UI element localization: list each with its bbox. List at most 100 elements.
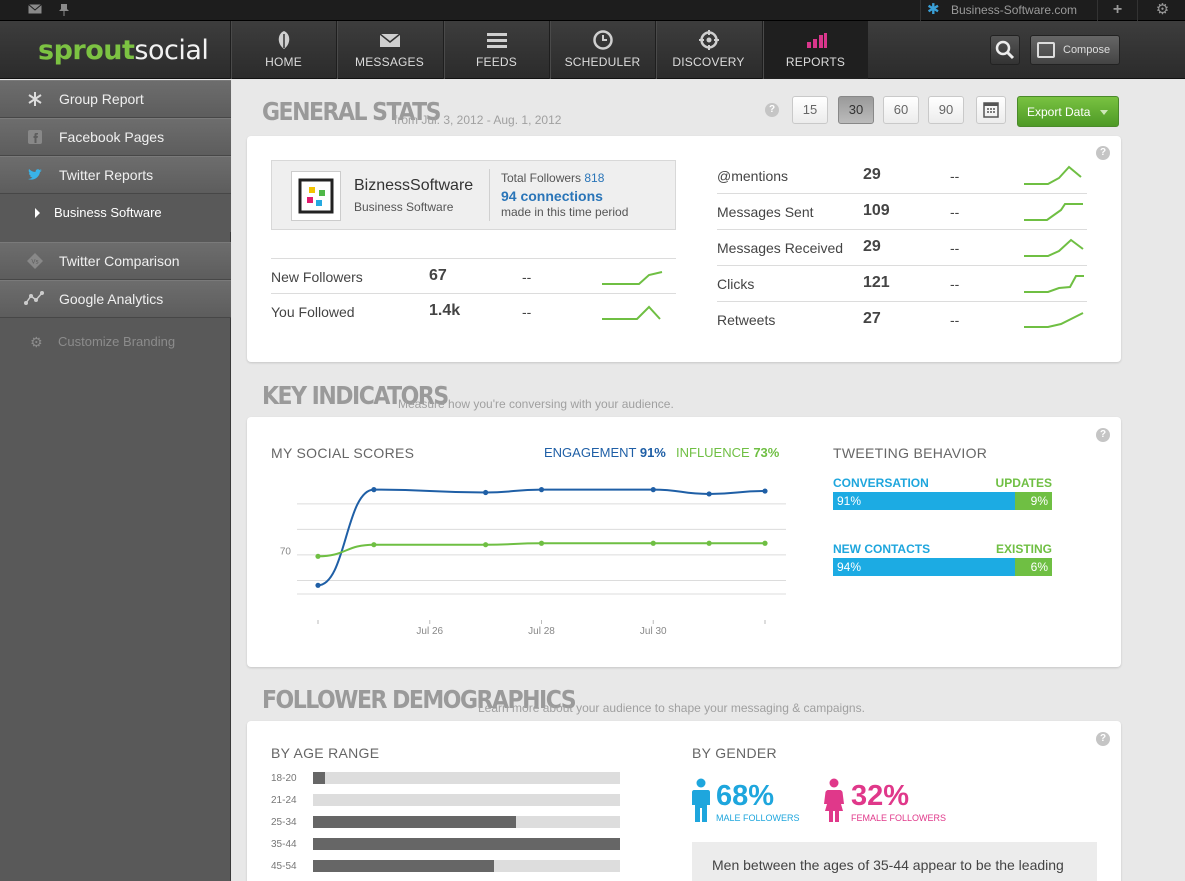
stat-row-messages-sent: Messages Sent 109 -- (717, 194, 1087, 230)
nav-reports[interactable]: REPORTS (762, 21, 868, 79)
profile-handle: Business Software (354, 200, 454, 214)
existing-fill (1015, 558, 1052, 576)
age-label: 21-24 (271, 795, 297, 806)
compose-button[interactable]: Compose (1030, 35, 1120, 65)
legend-influence: INFLUENCE 73% (676, 445, 780, 460)
sidebar-customize-branding[interactable]: ⚙ Customize Branding (30, 334, 176, 350)
range-90-button[interactable]: 90 (928, 96, 964, 124)
sidebar: Group Report Facebook Pages Twitter Repo… (0, 80, 231, 881)
nav-feeds[interactable]: FEEDS (443, 21, 549, 79)
sidebar-item-group-report[interactable]: Group Report (0, 80, 231, 118)
profile-summary: BiznessSoftware Business Software Total … (271, 160, 676, 230)
sidebar-item-google-analytics[interactable]: Google Analytics (0, 280, 231, 318)
male-icon (692, 778, 710, 822)
key-indicators-subtitle: Measure how you're conversing with your … (398, 397, 674, 411)
sparkline (1024, 165, 1082, 185)
sidebar-item-business-software[interactable]: Business Software (0, 194, 231, 232)
age-bar (313, 772, 620, 784)
analytics-icon (24, 291, 44, 305)
avatar[interactable] (291, 171, 341, 221)
new-contacts-label: NEW CONTACTS (833, 542, 931, 556)
add-icon[interactable]: + (1098, 0, 1138, 21)
export-data-button[interactable]: Export Data (1017, 96, 1119, 127)
sparkline (602, 271, 663, 285)
sparkline (1024, 203, 1083, 221)
stat-row-messages-received: Messages Received 29 -- (717, 230, 1087, 266)
age-bar (313, 794, 620, 806)
asterisk-icon: ✱ (927, 1, 940, 18)
crosshair-icon (698, 30, 719, 50)
data-point-influence (371, 542, 377, 548)
x-tick-label: Jul 28 (528, 626, 555, 637)
nav-home[interactable]: HOME (230, 21, 336, 79)
age-bar (313, 816, 620, 828)
sidebar-item-twitter-reports[interactable]: Twitter Reports (0, 156, 231, 194)
range-15-button[interactable]: 15 (792, 96, 828, 124)
top-system-bar: ✱ Business-Software.com + ⚙ (0, 0, 1185, 21)
key-indicators-card: ? MY SOCIAL SCORES ENGAGEMENT 91% INFLUE… (247, 417, 1121, 667)
gear-icon[interactable]: ⚙ (1155, 1, 1170, 18)
stat-row-clicks: Clicks 121 -- (717, 266, 1087, 302)
chevron-down-icon (1100, 110, 1108, 115)
data-point-influence (315, 553, 321, 559)
female-percent: 32% (851, 780, 910, 812)
male-percent: 68% (716, 780, 775, 812)
help-icon[interactable]: ? (1096, 732, 1110, 746)
gender-title: BY GENDER (692, 745, 777, 761)
social-scores-title: MY SOCIAL SCORES (271, 445, 415, 461)
demographics-insight: Men between the ages of 35-44 appear to … (692, 842, 1097, 881)
help-icon[interactable]: ? (1096, 146, 1110, 160)
twitter-bird-icon (28, 169, 42, 180)
age-fill (313, 860, 495, 872)
caret-right-icon (35, 208, 40, 218)
site-selector[interactable]: ✱ Business-Software.com (920, 0, 1098, 21)
age-bar (313, 838, 620, 850)
age-label: 25-34 (271, 817, 297, 828)
sparkline (1024, 312, 1084, 328)
updates-fill (1015, 492, 1052, 510)
data-point-engagement (762, 488, 768, 494)
sidebar-item-facebook-pages[interactable]: Facebook Pages (0, 118, 231, 156)
series-line-engagement (317, 488, 766, 587)
range-60-button[interactable]: 60 (883, 96, 919, 124)
sparkline (1024, 275, 1084, 293)
help-icon[interactable]: ? (1096, 428, 1110, 442)
general-stats-title: GENERAL STATS (262, 98, 441, 127)
svg-text:Vs: Vs (31, 259, 38, 266)
age-label: 45-54 (271, 861, 297, 872)
connections-count[interactable]: 94 connections (501, 188, 603, 204)
search-button[interactable] (990, 35, 1020, 65)
search-icon (995, 40, 1015, 60)
date-range-text: from Jul. 3, 2012 - Aug. 1, 2012 (394, 113, 562, 127)
data-point-influence (538, 540, 545, 546)
data-point-influence (706, 540, 712, 546)
social-scores-chart: 70 Jul 26 Jul 28 Jul 30 (280, 487, 786, 637)
nav-scheduler[interactable]: SCHEDULER (549, 21, 655, 79)
main-nav: sproutsocial HOME MESSAGES FEEDS SCHEDUL… (0, 21, 1185, 79)
age-fill (313, 838, 620, 850)
legend-engagement: ENGAGEMENT 91% (544, 445, 666, 460)
nav-discovery[interactable]: DISCOVERY (655, 21, 761, 79)
site-name: Business-Software.com (951, 3, 1078, 17)
female-icon (824, 778, 844, 822)
age-fill (313, 772, 326, 784)
range-30-button[interactable]: 30 (838, 96, 874, 124)
help-icon[interactable]: ? (765, 103, 779, 117)
nav-messages[interactable]: MESSAGES (336, 21, 442, 79)
new-contacts-bar: 94% 6% (833, 558, 1052, 576)
female-label: FEMALE FOLLOWERS (851, 813, 947, 823)
pin-icon[interactable] (57, 3, 71, 17)
sparkline (602, 305, 661, 320)
calendar-icon (983, 102, 999, 118)
general-stats-card: ? BiznessSoftware Business Software Tota… (247, 136, 1121, 362)
calendar-button[interactable] (976, 96, 1006, 124)
demographics-subtitle: Learn more about your audience to shape … (478, 701, 865, 715)
sidebar-item-twitter-comparison[interactable]: Vs Twitter Comparison (0, 242, 231, 280)
divider (489, 169, 490, 221)
logo[interactable]: sproutsocial (38, 35, 209, 66)
gear-icon: ⚙ (30, 334, 43, 350)
leaf-icon (278, 31, 289, 49)
asterisk-icon (28, 92, 42, 106)
mail-icon[interactable] (28, 3, 42, 17)
compose-icon (1037, 42, 1055, 58)
